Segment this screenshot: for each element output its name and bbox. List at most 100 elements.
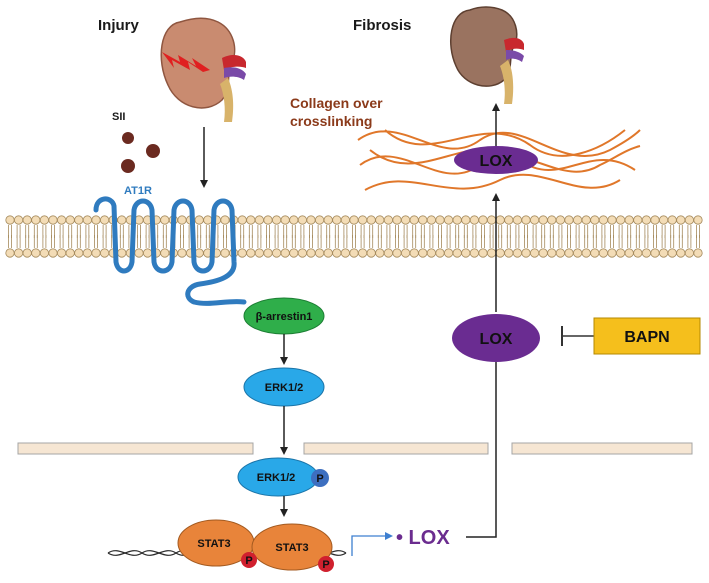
lipid-head [486, 215, 497, 225]
lipid-head [392, 215, 402, 225]
lipid-head [56, 215, 67, 225]
bapn-box [593, 317, 701, 355]
lipid-head [39, 248, 50, 258]
lipid-head [598, 215, 609, 225]
stat3-phosphate-left-label: P [245, 555, 252, 567]
lipid-head [504, 248, 514, 258]
lipid-head [650, 215, 660, 225]
lipid-head [667, 248, 677, 258]
lipid-head [143, 248, 153, 258]
lipid-head [82, 248, 93, 258]
lipid-head [529, 215, 540, 225]
lipid-head [418, 248, 428, 258]
sii-ligand-dot-3 [121, 159, 135, 173]
lipid-head [615, 215, 626, 225]
lipid-head [495, 215, 505, 225]
lipid-head [538, 248, 548, 258]
lipid-head [581, 215, 591, 225]
lipid-head [314, 248, 325, 258]
lipid-head [607, 215, 617, 225]
lipid-head [409, 215, 419, 225]
lipid-head [512, 248, 523, 258]
lipid-head [82, 215, 93, 225]
lipid-head [14, 248, 24, 258]
lox-extracellular-label: LOX [480, 153, 513, 170]
lipid-head [452, 215, 462, 225]
lipid-head [443, 215, 454, 225]
lipid-head [684, 248, 695, 258]
lipid-head [314, 215, 325, 225]
lipid-head [383, 215, 393, 225]
lipid-head [521, 215, 531, 225]
lipid-head [349, 248, 359, 258]
lipid-head [461, 248, 471, 258]
lipid-head [486, 248, 497, 258]
nuclear-envelope-segment-1 [17, 442, 254, 455]
lipid-head [357, 248, 368, 258]
lipid-head [504, 215, 514, 225]
lipid-head [392, 248, 402, 258]
lipid-head [340, 215, 350, 225]
lipid-head [478, 248, 488, 258]
lipid-head [48, 215, 58, 225]
nuclear-envelope-segment-2 [303, 442, 489, 455]
lipid-head [426, 215, 436, 225]
lox-extracellular-node [454, 146, 538, 174]
erk-phosphate-label: P [316, 473, 323, 485]
lipid-head [263, 215, 273, 225]
lipid-head [443, 248, 454, 258]
lipid-head [280, 215, 290, 225]
lipid-head [306, 248, 316, 258]
lipid-head [676, 248, 686, 258]
lipid-head [693, 215, 703, 225]
lipid-head [547, 248, 557, 258]
lipid-head [340, 248, 350, 258]
lipid-head [641, 215, 652, 225]
lipid-head [117, 215, 127, 225]
lipid-head [581, 248, 591, 258]
lipid-head [684, 215, 695, 225]
lipid-head [435, 215, 445, 225]
lipid-head [31, 248, 41, 258]
lipid-head [469, 215, 479, 225]
cell-membrane [5, 215, 703, 258]
lipid-head [237, 215, 247, 225]
lipid-head [5, 215, 15, 225]
lipid-head [555, 215, 566, 225]
fibrotic-kidney-icon [449, 6, 524, 104]
lipid-head [160, 215, 170, 225]
lipid-head [590, 248, 600, 258]
lipid-head [289, 248, 299, 258]
lipid-head [452, 248, 462, 258]
lipid-head [91, 248, 101, 258]
lipid-head [246, 215, 256, 225]
lipid-head [400, 248, 411, 258]
at1r-receptor [93, 196, 247, 306]
lipid-head [693, 248, 703, 258]
lipid-head [332, 248, 342, 258]
lipid-head [74, 248, 84, 258]
collagen-label-line1: Collagen over [290, 95, 383, 111]
lipid-head [418, 215, 428, 225]
lipid-head [658, 248, 669, 258]
lipid-head [254, 248, 264, 258]
lipid-head [220, 215, 230, 225]
lipid-head [547, 215, 557, 225]
lipid-head [246, 248, 256, 258]
lipid-head [91, 215, 101, 225]
lipid-head [22, 215, 32, 225]
lipid-head [495, 248, 505, 258]
lipid-head [31, 215, 41, 225]
lipid-head [100, 248, 110, 258]
lipid-head [56, 248, 67, 258]
lipid-head [349, 215, 359, 225]
lox-intracellular-label: LOX [480, 331, 513, 348]
stat3-left-label: STAT3 [197, 538, 230, 550]
lipid-head [271, 248, 282, 258]
bapn-label: BAPN [624, 329, 669, 346]
lipid-head [624, 215, 634, 225]
lox-gene-to-protein-line [466, 362, 497, 538]
lipid-head [134, 248, 144, 258]
lipid-head [375, 248, 385, 258]
lipid-head [237, 248, 247, 258]
